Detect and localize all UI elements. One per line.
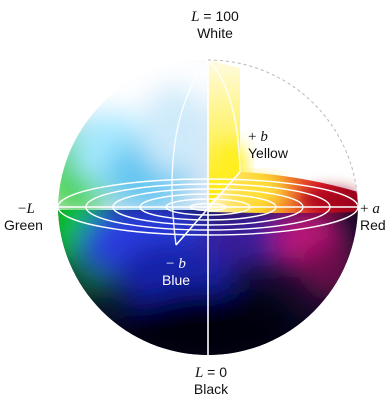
label-white: White (197, 25, 233, 41)
sphere-outline (207, 59, 359, 208)
label-plus-a: + a Red (360, 201, 386, 233)
b-axis (175, 171, 241, 246)
label-minus-b: − b Blue (162, 256, 191, 288)
label-l100: L = 100 White (189, 8, 241, 41)
label-green: Green (4, 217, 43, 233)
axes (58, 60, 358, 360)
label-blue: Blue (162, 272, 191, 288)
label-black: Black (193, 381, 229, 394)
label-red: Red (360, 217, 386, 233)
label-yellow: Yellow (248, 145, 288, 161)
label-plus-b: + b Yellow (248, 129, 288, 161)
label-minus-l: −L Green (4, 201, 43, 233)
label-l0: L = 0 Black (189, 364, 233, 394)
